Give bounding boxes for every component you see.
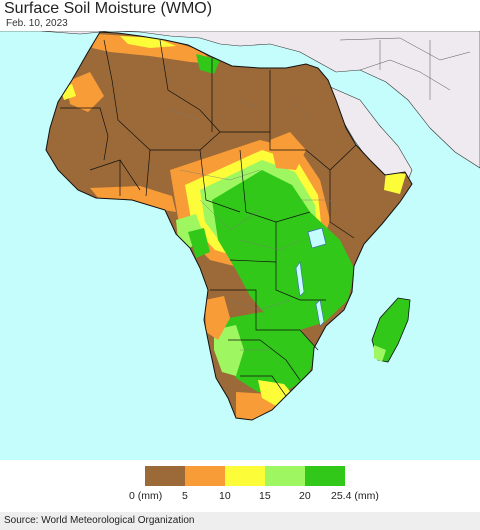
legend-tick-15: 15 (259, 490, 271, 502)
legend-tick-5: 5 (182, 490, 188, 502)
footer: Source: World Meteorological Organizatio… (0, 512, 480, 530)
legend-swatches (145, 466, 345, 486)
madagascar-south-patch (374, 345, 386, 362)
africa-soil-moisture-map (0, 31, 480, 460)
lake-tanganyika (295, 261, 305, 297)
eurasia-borders (339, 37, 471, 100)
madagascar (371, 297, 411, 363)
eurasia-land (0, 31, 480, 169)
africa-outline (45, 31, 413, 421)
legend-swatch-15-20 (265, 466, 305, 486)
country-borders (60, 39, 357, 397)
lake-victoria (307, 227, 327, 249)
source-credit: Source: World Meteorological Organizatio… (4, 515, 195, 526)
legend-swatch-5-10 (185, 466, 225, 486)
legend-swatch-0-5 (145, 466, 185, 486)
legend-tick-20: 20 (299, 490, 311, 502)
legend-swatch-10-15 (225, 466, 265, 486)
legend-swatch-20-25 (305, 466, 345, 486)
admin-borders (169, 99, 351, 351)
map-header: Surface Soil Moisture (WMO) Feb. 10, 202… (0, 0, 480, 31)
lake-malawi (315, 299, 325, 327)
legend: 0 (mm) 5 10 15 20 25.4 (mm) (0, 460, 480, 512)
legend-tick-0: 0 (mm) (129, 490, 163, 502)
map-title: Surface Soil Moisture (WMO) (4, 0, 213, 17)
map-canvas (0, 31, 480, 460)
map-date: Feb. 10, 2023 (6, 18, 68, 29)
legend-tick-10: 10 (219, 490, 231, 502)
legend-tick-25: 25.4 (mm) (331, 490, 379, 502)
